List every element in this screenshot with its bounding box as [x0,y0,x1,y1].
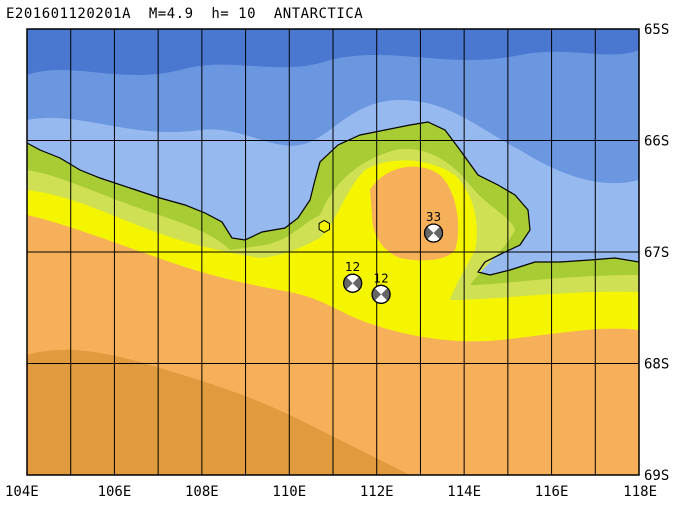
depth-label: 12 [373,271,388,285]
latitude-tick-label: 67S [644,245,669,261]
longitude-labels: 104E 106E 108E 110E 112E 114E 116E 118E [5,484,657,500]
longitude-tick-label: 116E [535,484,569,500]
depth-label: 33 [426,210,441,224]
latitude-tick-label: 66S [644,134,669,150]
longitude-tick-label: 112E [360,484,394,500]
hexagon-icon[interactable] [318,219,330,233]
depth-label: 12 [345,260,360,274]
longitude-tick-label: 114E [447,484,481,500]
beachball-icon[interactable] [371,284,391,304]
beachball-icon[interactable] [343,273,363,293]
longitude-tick-label: 108E [185,484,219,500]
latitude-labels: 65S 66S 67S 68S 69S [644,22,669,484]
longitude-tick-label: 118E [623,484,657,500]
latitude-tick-label: 69S [644,468,669,484]
coastline [27,121,639,276]
latitude-tick-label: 68S [644,357,669,373]
map-frame [26,28,640,476]
longitude-tick-label: 104E [5,484,39,500]
latitude-tick-label: 65S [644,22,669,38]
land-dark-orange [27,349,410,475]
longitude-tick-label: 106E [98,484,132,500]
longitude-tick-label: 110E [272,484,306,500]
events-layer: 33 12 12 [318,210,444,304]
beachball-icon[interactable] [423,223,444,243]
map-title: E201601120201A M=4.9 h= 10 ANTARCTICA [6,6,364,22]
